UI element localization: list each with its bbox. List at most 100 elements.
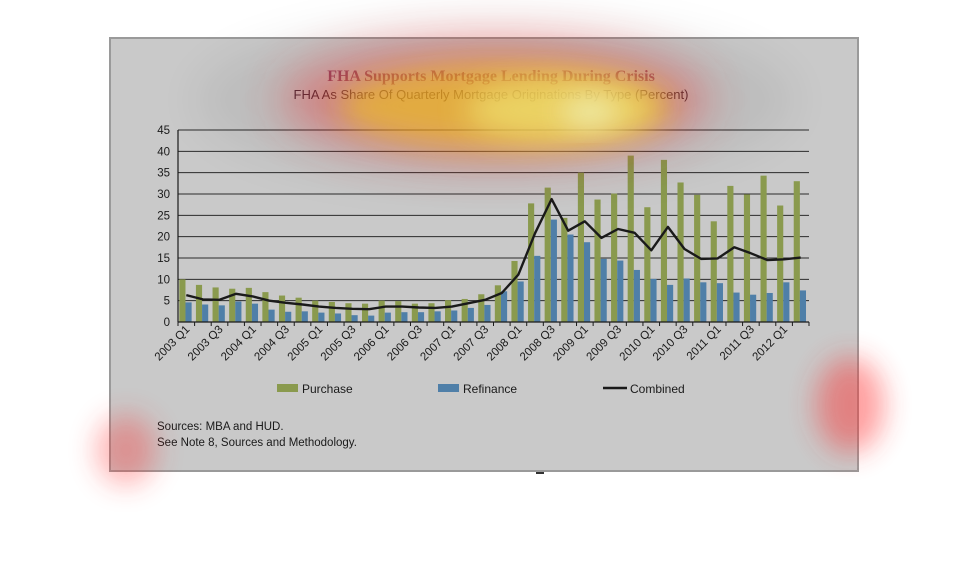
legend-label-refinance: Refinance bbox=[463, 382, 517, 396]
bar-purchase bbox=[727, 185, 734, 322]
methodology-note: See Note 8, Sources and Methodology. bbox=[157, 437, 357, 449]
bar-refinance bbox=[334, 313, 342, 322]
bar-refinance bbox=[351, 315, 358, 322]
bar-purchase bbox=[229, 288, 236, 322]
bar-purchase bbox=[577, 172, 584, 322]
bar-refinance bbox=[650, 278, 657, 322]
legend-swatch-refinance bbox=[438, 384, 459, 392]
bar-purchase bbox=[677, 182, 684, 322]
bar-refinance bbox=[202, 304, 209, 322]
bar-refinance bbox=[417, 312, 425, 322]
bar-refinance bbox=[484, 304, 491, 322]
bar-purchase bbox=[312, 300, 319, 322]
x-tick-label: 2007 Q3 bbox=[452, 324, 492, 364]
y-tick-label: 15 bbox=[157, 253, 170, 265]
bar-purchase bbox=[528, 203, 535, 322]
bar-purchase bbox=[328, 301, 335, 322]
bar-purchase bbox=[361, 303, 369, 322]
bar-purchase bbox=[395, 301, 402, 322]
bar-purchase bbox=[710, 221, 717, 322]
bar-refinance bbox=[251, 303, 259, 322]
bar-refinance bbox=[700, 282, 707, 322]
x-tick-label: 2010 Q1 bbox=[618, 324, 658, 364]
bar-purchase bbox=[660, 159, 668, 322]
bar-refinance bbox=[750, 294, 757, 322]
bar-refinance bbox=[451, 310, 458, 322]
bar-purchase bbox=[245, 287, 252, 322]
x-tick-label: 2005 Q1 bbox=[286, 324, 326, 364]
bar-purchase bbox=[561, 217, 568, 322]
bar-purchase bbox=[345, 303, 352, 322]
bar-refinance bbox=[517, 281, 524, 322]
combined-line-layer bbox=[185, 197, 801, 311]
legend-label-purchase: Purchase bbox=[302, 382, 353, 396]
y-tick-label: 25 bbox=[157, 210, 170, 222]
bar-refinance bbox=[318, 312, 325, 322]
x-tick-label: 2006 Q1 bbox=[352, 324, 392, 364]
chart-subtitle: FHA As Share Of Quarterly Mortgage Origi… bbox=[294, 87, 689, 102]
bar-refinance bbox=[218, 305, 225, 322]
bar-refinance bbox=[500, 291, 508, 322]
x-tick-label: 2009 Q1 bbox=[551, 324, 591, 364]
bar-refinance bbox=[783, 282, 790, 322]
bar-refinance bbox=[301, 311, 308, 322]
bar-purchase bbox=[627, 155, 634, 322]
legend-label-combined: Combined bbox=[630, 382, 685, 396]
x-tick-label: 2011 Q1 bbox=[685, 324, 724, 363]
bar-refinance bbox=[467, 307, 474, 322]
legend: Purchase Refinance Combined bbox=[277, 382, 685, 396]
bar-purchase bbox=[777, 205, 784, 322]
chart-frame: FHA Supports Mortgage Lending During Cri… bbox=[109, 37, 859, 472]
bar-purchase bbox=[760, 175, 767, 322]
line-combined bbox=[185, 197, 801, 311]
x-tick-label: 2010 Q3 bbox=[651, 324, 691, 364]
bar-refinance bbox=[667, 284, 674, 322]
bar-refinance bbox=[368, 315, 375, 322]
y-tick-label: 45 bbox=[157, 125, 170, 137]
bar-purchase bbox=[411, 303, 418, 322]
divider-mark bbox=[536, 472, 544, 474]
sources-line: Sources: MBA and HUD. bbox=[157, 421, 284, 433]
bar-refinance bbox=[567, 234, 574, 322]
bar-refinance bbox=[434, 311, 441, 322]
bar-refinance bbox=[384, 312, 391, 322]
bar-refinance bbox=[600, 258, 607, 322]
bar-refinance bbox=[633, 269, 640, 322]
bar-purchase bbox=[262, 292, 269, 322]
bar-purchase bbox=[278, 295, 286, 322]
bar-refinance bbox=[268, 309, 275, 322]
bar-purchase bbox=[644, 207, 651, 322]
bar-refinance bbox=[583, 242, 591, 322]
bar-purchase bbox=[478, 294, 485, 322]
bar-refinance bbox=[235, 301, 242, 322]
x-tick-label: 2004 Q3 bbox=[252, 324, 292, 364]
x-tick-label: 2003 Q1 bbox=[153, 324, 193, 364]
bar-purchase bbox=[611, 193, 618, 322]
bar-refinance bbox=[185, 302, 192, 322]
bar-refinance bbox=[401, 312, 408, 322]
chart-title: FHA Supports Mortgage Lending During Cri… bbox=[327, 68, 655, 85]
y-tick-label: 30 bbox=[157, 189, 170, 201]
bar-purchase bbox=[378, 300, 385, 322]
x-tick-label: 2004 Q1 bbox=[219, 324, 259, 364]
legend-swatch-purchase bbox=[277, 384, 298, 392]
bar-refinance bbox=[733, 292, 740, 322]
x-tick-label: 2012 Q1 bbox=[751, 324, 791, 364]
bar-refinance bbox=[766, 292, 773, 322]
y-tick-label: 5 bbox=[164, 296, 170, 308]
y-tick-label: 40 bbox=[157, 146, 170, 158]
y-tick-label: 10 bbox=[157, 274, 170, 286]
x-tick-label: 2008 Q3 bbox=[518, 324, 558, 364]
bar-purchase bbox=[511, 260, 518, 322]
bar-purchase bbox=[461, 298, 468, 322]
bar-purchase bbox=[295, 297, 302, 322]
bars bbox=[179, 155, 807, 322]
x-tick-label: 2003 Q3 bbox=[186, 324, 226, 364]
bar-purchase bbox=[594, 199, 601, 322]
bar-purchase bbox=[179, 279, 186, 322]
bar-purchase bbox=[195, 284, 203, 322]
bar-purchase bbox=[212, 287, 219, 322]
bar-purchase bbox=[494, 285, 501, 322]
bar-purchase bbox=[793, 181, 800, 322]
bar-refinance bbox=[716, 283, 723, 322]
